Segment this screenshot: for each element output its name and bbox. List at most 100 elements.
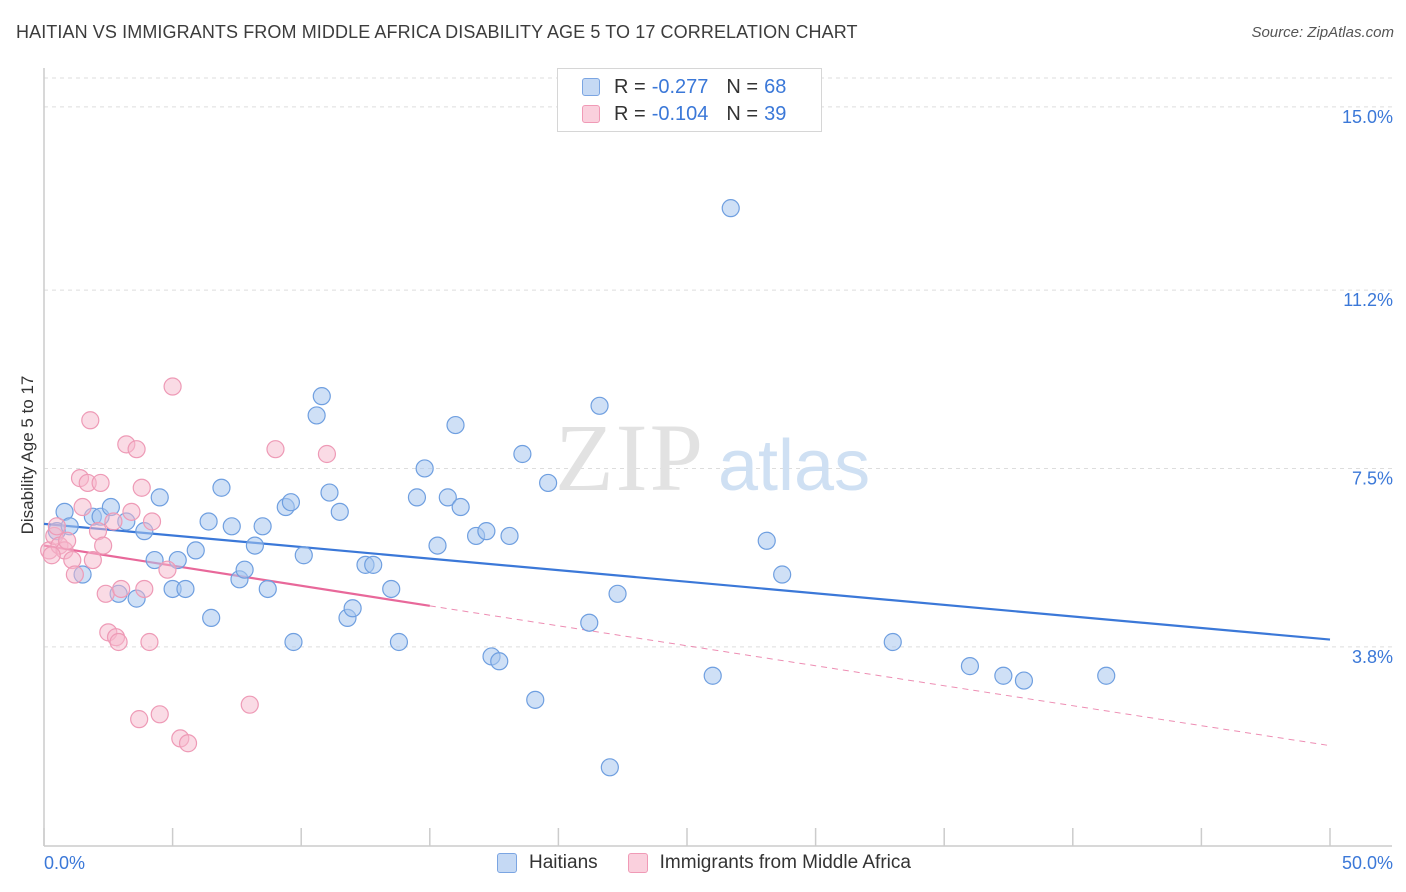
data-point-haitians [994, 666, 1013, 685]
middle-africa-points [40, 377, 337, 753]
data-point-haitians [477, 522, 496, 541]
legend-n-label: N = [726, 75, 759, 98]
data-point-haitians [389, 632, 409, 652]
data-point-haitians [222, 517, 241, 536]
data-point-middle-africa [240, 695, 259, 714]
data-point-haitians [245, 536, 265, 555]
legend-r-value-middle-africa: -0.104 [651, 102, 709, 125]
data-point-haitians [490, 652, 509, 671]
haitians-points [47, 199, 1116, 777]
data-point-middle-africa [317, 444, 337, 464]
watermark-atlas: atlas [718, 426, 870, 506]
data-point-middle-africa [96, 584, 115, 603]
data-point-middle-africa [135, 579, 154, 599]
data-point-middle-africa [47, 517, 66, 536]
legend-n-value-middle-africa: 39 [764, 102, 787, 125]
trend-lines [43, 522, 1331, 747]
data-point-haitians [608, 584, 627, 603]
data-point-haitians [343, 599, 362, 618]
data-point-haitians [600, 758, 619, 777]
data-point-middle-africa [158, 560, 177, 579]
axes [43, 68, 1392, 847]
data-point-haitians [330, 502, 349, 521]
data-point-haitians [212, 478, 231, 497]
data-point-haitians [145, 550, 164, 570]
data-point-middle-africa [127, 440, 146, 459]
data-point-middle-africa [58, 531, 77, 550]
data-point-haitians [176, 579, 195, 599]
stats-legend: R = -0.277 N = 68 R = -0.104 N = 39 [557, 68, 822, 132]
data-point-haitians [235, 560, 254, 579]
data-point-haitians [199, 512, 218, 531]
legend-r-label: R = [614, 75, 646, 98]
legend-item-haitians[interactable]: Haitians [497, 852, 598, 874]
data-point-haitians [407, 488, 427, 507]
data-point-haitians [721, 199, 740, 218]
data-point-haitians [773, 565, 792, 584]
data-point-middle-africa [163, 377, 182, 396]
legend-n-label: N = [726, 102, 759, 125]
x-tick-label: 0.0% [44, 853, 85, 873]
data-point-middle-africa [132, 478, 151, 497]
data-point-middle-africa [150, 705, 169, 724]
legend-r-value-haitians: -0.277 [651, 75, 709, 98]
data-point-haitians [451, 497, 470, 517]
data-point-haitians [438, 488, 457, 507]
data-point-middle-africa [42, 546, 61, 565]
data-point-haitians [284, 632, 303, 652]
chart-title: HAITIAN VS IMMIGRANTS FROM MIDDLE AFRICA… [16, 22, 858, 42]
data-point-haitians [186, 541, 205, 560]
legend-swatch-haitians [582, 78, 600, 96]
y-tick-label: 11.2% [1343, 290, 1393, 310]
legend-swatch-haitians [497, 853, 517, 873]
legend-item-middle-africa[interactable]: Immigrants from Middle Africa [627, 852, 911, 874]
data-point-middle-africa [109, 632, 128, 652]
data-point-haitians [415, 459, 434, 478]
data-point-haitians [281, 493, 301, 512]
series-legend: Haitians Immigrants from Middle Africa [497, 852, 941, 874]
data-point-haitians [150, 488, 169, 507]
tick-labels: 3.8% 7.5% 11.2% 15.0% 0.0% 50.0% [44, 107, 1393, 873]
data-point-middle-africa [81, 411, 100, 430]
data-point-haitians [513, 444, 532, 464]
trend-line-middle-africa-extrapolated [429, 605, 1331, 747]
data-point-haitians [320, 483, 339, 502]
data-point-haitians [757, 531, 776, 550]
y-tick-label: 7.5% [1352, 468, 1393, 488]
data-point-haitians [883, 632, 902, 652]
data-point-haitians [500, 526, 519, 546]
legend-row-haitians: R = -0.277 N = 68 [582, 74, 786, 100]
data-point-haitians [539, 473, 558, 493]
data-point-haitians [258, 579, 277, 599]
data-point-middle-africa [65, 565, 84, 584]
legend-row-middle-africa: R = -0.104 N = 39 [582, 101, 786, 127]
data-point-middle-africa [91, 473, 110, 493]
x-tick-label: 50.0% [1342, 853, 1393, 873]
legend-label-middle-africa: Immigrants from Middle Africa [659, 852, 911, 873]
legend-label-haitians: Haitians [529, 852, 598, 873]
data-point-haitians [703, 666, 722, 685]
legend-r-label: R = [614, 102, 646, 125]
watermark: ZIP atlas [555, 404, 870, 511]
data-point-haitians [446, 415, 465, 435]
data-point-haitians [202, 608, 221, 627]
data-point-middle-africa [122, 502, 141, 521]
data-point-middle-africa [112, 579, 131, 599]
data-point-middle-africa [104, 512, 123, 531]
legend-swatch-middle-africa [582, 105, 600, 123]
y-tick-label: 3.8% [1352, 647, 1393, 667]
data-point-middle-africa [266, 440, 285, 459]
data-point-haitians [960, 657, 980, 676]
data-point-middle-africa [140, 632, 159, 652]
data-point-haitians [307, 406, 326, 425]
data-point-haitians [526, 690, 545, 709]
data-point-haitians [1014, 671, 1034, 690]
data-point-middle-africa [130, 710, 149, 729]
data-point-haitians [428, 536, 447, 555]
y-tick-label: 15.0% [1342, 107, 1393, 127]
data-point-haitians [364, 555, 383, 574]
data-point-middle-africa [83, 550, 102, 570]
data-point-haitians [294, 546, 313, 565]
data-point-middle-africa [73, 497, 92, 517]
